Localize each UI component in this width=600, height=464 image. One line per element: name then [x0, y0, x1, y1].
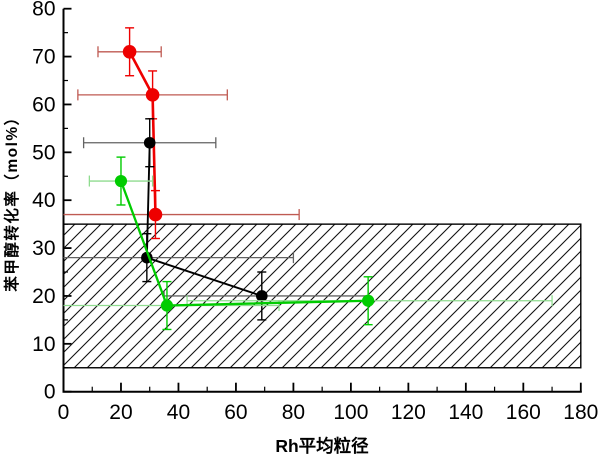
data-point [148, 207, 163, 222]
data-point [114, 174, 128, 188]
x-tick-label: 20 [109, 401, 132, 424]
y-tick-label: 20 [32, 285, 55, 308]
hatched-band [62, 223, 582, 369]
data-point [122, 44, 137, 59]
data-point [362, 294, 375, 307]
y-tick-label: 50 [32, 141, 55, 164]
y-tick-label: 10 [32, 333, 55, 356]
axes: 0 20 40 60 80 100 120 140 160 180 0 10 20 30 40 50 60 70 8… [32, 0, 598, 424]
x-tick-label: 120 [391, 401, 426, 424]
data-point [160, 299, 174, 312]
y-tick-label: 30 [32, 237, 55, 260]
x-tick-label: 180 [563, 401, 598, 424]
y-tick-label: 40 [32, 189, 55, 212]
plot-area: 0 20 40 60 80 100 120 140 160 180 0 10 20 30 40 50 60 70 8… [32, 0, 598, 424]
y-tick-label: 70 [32, 46, 55, 69]
series-red [63, 27, 300, 240]
data-point [145, 88, 160, 102]
data-point [143, 136, 156, 149]
x-tick-label: 100 [333, 401, 368, 424]
y-tick-label: 60 [32, 93, 55, 116]
x-tick-label: 140 [448, 401, 483, 424]
x-tick-label: 60 [224, 401, 247, 424]
y-tick-label: 0 [44, 381, 56, 404]
x-axis-title: Rh平均粒径 [275, 436, 369, 456]
x-tick-label: 40 [167, 401, 190, 424]
x-tick-label: 160 [506, 401, 541, 424]
data-point [255, 290, 268, 302]
y-axis-title: 苯甲醇转化率（mol%） [2, 108, 21, 292]
x-tick-label: 80 [282, 401, 305, 424]
x-tick-label: 0 [58, 401, 70, 424]
y-tick-label: 80 [32, 0, 55, 21]
series-green [63, 156, 553, 331]
